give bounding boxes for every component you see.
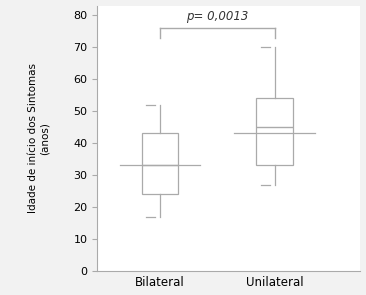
Text: Idade de início dos Sintomas
(anos): Idade de início dos Sintomas (anos) — [28, 63, 50, 213]
PathPatch shape — [256, 98, 293, 165]
PathPatch shape — [142, 133, 178, 194]
Text: p= 0,0013: p= 0,0013 — [186, 10, 249, 23]
